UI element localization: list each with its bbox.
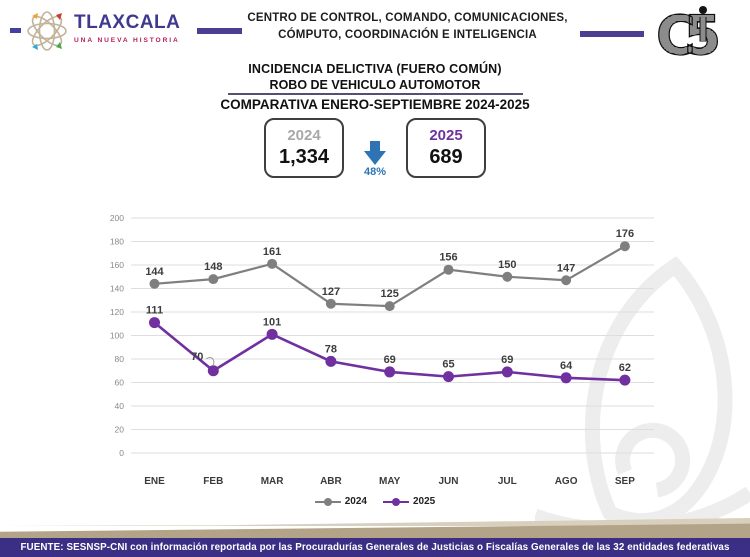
value-label: 147 [557, 262, 575, 274]
header-divider-right [580, 31, 644, 37]
value-label: 111 [146, 305, 163, 317]
data-point-2024 [443, 264, 454, 275]
y-tick-label: 140 [110, 284, 124, 294]
data-point-2024 [502, 271, 513, 282]
data-point-2025 [619, 374, 631, 386]
y-tick-label: 40 [115, 401, 125, 411]
agency-line1: CENTRO DE CONTROL, COMANDO, COMUNICACION… [247, 12, 568, 24]
c5-i-dot-icon [699, 6, 707, 14]
legend-label-2025: 2025 [413, 496, 436, 507]
header-agency-name: CENTRO DE CONTROL, COMANDO, COMUNICACION… [235, 10, 580, 45]
title-underline [227, 93, 523, 95]
year-label-2025: 2025 [429, 127, 463, 144]
y-tick-label: 180 [110, 237, 124, 247]
legend-label-2024: 2024 [344, 496, 367, 507]
y-tick-label: 200 [110, 213, 124, 223]
year-label-2024: 2024 [287, 127, 321, 144]
total-box-2024: 2024 1,334 [264, 118, 344, 178]
percent-change: 48% [363, 166, 387, 178]
x-tick-label: JUL [498, 476, 517, 487]
value-label: 125 [381, 288, 399, 300]
year-comparison: 2024 1,334 48% 2025 689 [0, 118, 750, 178]
y-tick-label: 20 [115, 425, 125, 435]
c5-i-stem-icon [699, 16, 707, 42]
data-point-2024 [619, 241, 630, 252]
value-label: 144 [145, 266, 164, 278]
footer-band-light [0, 518, 750, 526]
brand-dash-icon [10, 28, 21, 33]
c5-logo-text: C5 [656, 4, 718, 66]
y-tick-label: 80 [115, 354, 125, 364]
data-point-2025 [560, 372, 572, 384]
data-point-2025 [149, 317, 160, 329]
brand-tagline: UNA NUEVA HISTORIA [74, 37, 180, 44]
data-point-2024 [384, 301, 395, 312]
x-tick-label: MAY [379, 476, 401, 487]
value-label: 78 [325, 343, 337, 355]
x-tick-label: AGO [555, 476, 578, 487]
decrease-arrow-icon [364, 141, 386, 165]
header: TLAXCALA UNA NUEVA HISTORIA CENTRO DE CO… [0, 0, 750, 66]
value-label: 70 [191, 351, 203, 363]
agency-line2: CÓMPUTO, COORDINACIÓN E INTELIGENCIA [278, 29, 537, 42]
source-note: FUENTE: SESNSP-CNI con información repor… [20, 542, 730, 553]
y-tick-label: 120 [110, 307, 124, 317]
data-point-2025 [207, 365, 219, 377]
value-label: 148 [204, 261, 222, 273]
total-value-2024: 1,334 [278, 146, 330, 168]
x-tick-label: ENE [144, 476, 165, 487]
data-point-2025 [384, 366, 396, 378]
data-point-2025 [325, 355, 337, 367]
value-label: 176 [616, 228, 634, 240]
total-box-2025: 2025 689 [406, 118, 486, 178]
header-divider-left [197, 28, 242, 34]
data-point-2025 [443, 371, 454, 383]
change-indicator: 48% [354, 118, 396, 178]
y-tick-label: 160 [110, 260, 124, 270]
value-label: 101 [263, 316, 281, 328]
y-tick-label: 0 [119, 448, 124, 458]
brand-wordmark: TLAXCALA [74, 12, 181, 33]
data-point-2024 [149, 278, 160, 289]
value-label: 65 [442, 359, 454, 371]
title-block: INCIDENCIA DELICTIVA (FUERO COMÚN) ROBO … [0, 62, 750, 112]
legend-marker-2024-icon [314, 497, 341, 506]
legend-item-2025: 2025 [383, 496, 435, 507]
value-label: 127 [322, 286, 340, 298]
x-tick-label: FEB [203, 476, 223, 487]
c5-logo: C5 [655, 3, 730, 66]
data-point-2025 [266, 328, 278, 340]
x-tick-label: SEP [615, 476, 635, 487]
chart-legend: 2024 2025 [0, 496, 750, 507]
value-label: 161 [263, 246, 281, 258]
value-label: 62 [619, 362, 631, 374]
tlaxcala-flower-icon [27, 11, 67, 51]
value-label: 156 [439, 252, 457, 264]
value-label: 69 [384, 354, 396, 366]
value-label: 150 [498, 259, 516, 271]
label-leader-line [206, 357, 215, 366]
legend-item-2024: 2024 [314, 496, 367, 507]
x-tick-label: JUN [438, 476, 458, 487]
data-point-2024 [267, 258, 278, 269]
data-point-2024 [208, 274, 219, 285]
value-label: 64 [560, 360, 573, 372]
comparison-period-title: COMPARATIVA ENERO-SEPTIEMBRE 2024-2025 [220, 97, 530, 112]
footer-bar: FUENTE: SESNSP-CNI con información repor… [0, 538, 750, 557]
x-tick-label: MAR [261, 476, 285, 487]
report-title: INCIDENCIA DELICTIVA (FUERO COMÚN) [248, 62, 502, 76]
y-tick-label: 100 [110, 331, 124, 341]
data-point-2024 [561, 275, 572, 286]
brand-wordmark-block: TLAXCALA UNA NUEVA HISTORIA [74, 12, 204, 44]
line-chart: 0 20 40 60 80 100 120 140 160 180 200 ENE FEB MAR ABR M… [110, 213, 654, 487]
total-value-2025: 689 [429, 146, 463, 168]
legend-marker-2025-icon [383, 497, 409, 506]
crime-type-title: ROBO DE VEHICULO AUTOMOTOR [269, 78, 481, 92]
y-tick-label: 60 [115, 378, 125, 388]
data-point-2025 [501, 366, 513, 378]
x-tick-label: ABR [320, 476, 342, 487]
value-label: 69 [501, 354, 513, 366]
data-point-2024 [325, 298, 336, 309]
